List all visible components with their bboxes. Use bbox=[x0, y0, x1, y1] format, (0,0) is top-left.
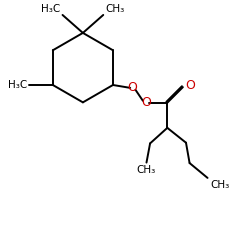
Text: CH₃: CH₃ bbox=[105, 4, 124, 14]
Text: O: O bbox=[141, 96, 151, 109]
Text: O: O bbox=[128, 81, 138, 94]
Text: H₃C: H₃C bbox=[41, 4, 60, 14]
Text: CH₃: CH₃ bbox=[137, 166, 156, 175]
Text: O: O bbox=[185, 80, 195, 92]
Text: CH₃: CH₃ bbox=[210, 180, 230, 190]
Text: H₃C: H₃C bbox=[8, 80, 27, 90]
